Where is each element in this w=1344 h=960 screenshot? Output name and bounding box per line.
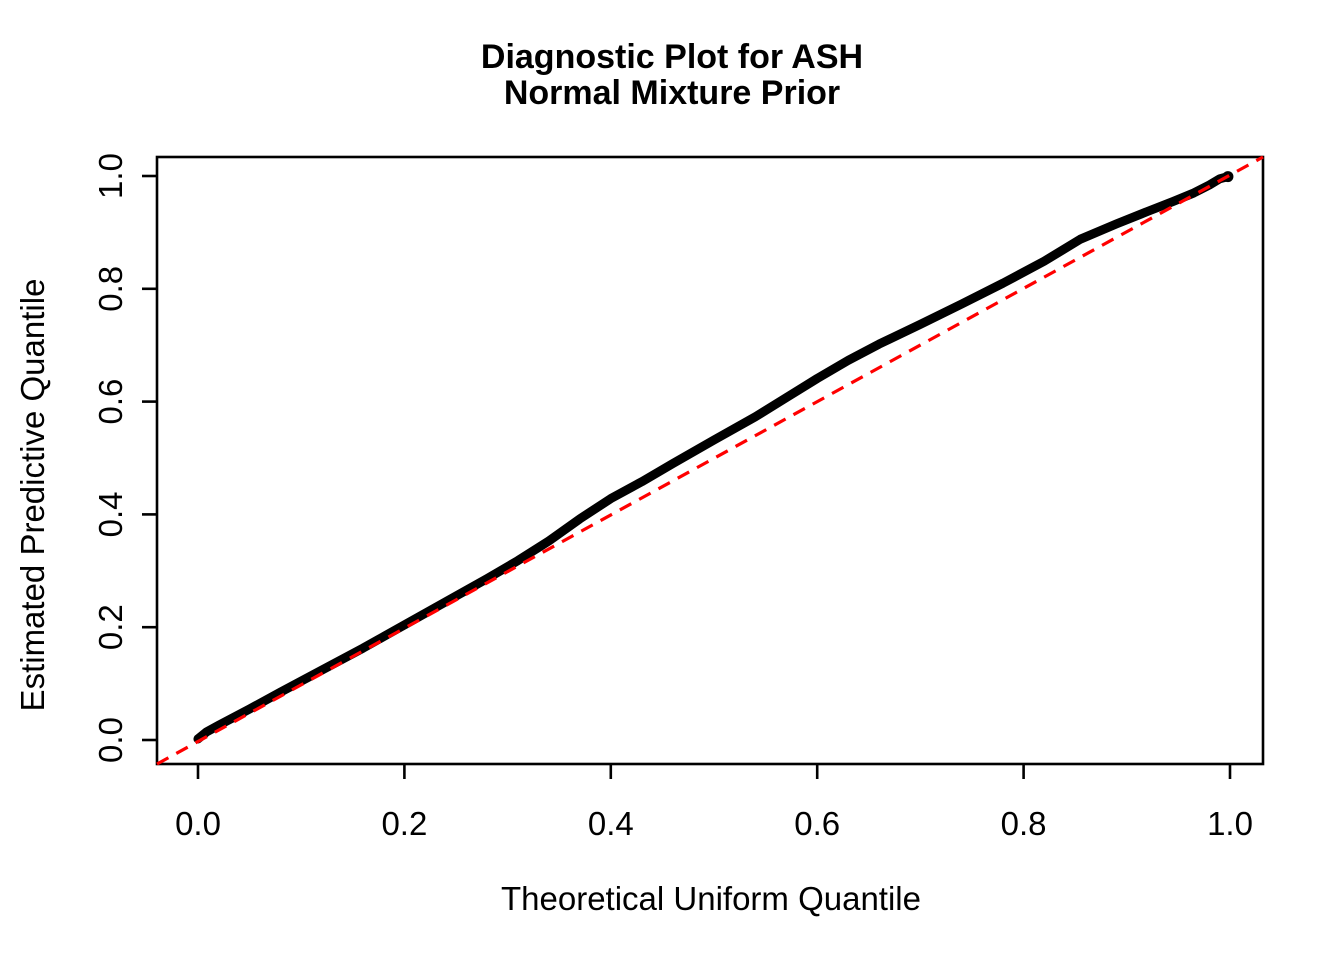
y-axis-ticks: 0.0 0.2 0.4 0.6 0.8 1.0 bbox=[92, 153, 157, 763]
y-tick-label: 0.8 bbox=[92, 266, 129, 312]
reference-line bbox=[156, 155, 1264, 766]
x-tick-label: 0.6 bbox=[794, 805, 840, 842]
x-tick-label: 0.2 bbox=[381, 805, 427, 842]
y-tick-label: 0.2 bbox=[92, 604, 129, 650]
x-tick-label: 0.8 bbox=[1001, 805, 1047, 842]
plot-box bbox=[155, 155, 1265, 766]
y-tick-label: 0.4 bbox=[92, 491, 129, 537]
y-tick-label: 1.0 bbox=[92, 153, 129, 199]
y-tick-label: 0.6 bbox=[92, 379, 129, 425]
x-axis-ticks: 0.0 0.2 0.4 0.6 0.8 1.0 bbox=[175, 764, 1253, 842]
y-tick-label: 0.0 bbox=[92, 717, 129, 763]
x-tick-label: 1.0 bbox=[1207, 805, 1253, 842]
chart-title-line2: Normal Mixture Prior bbox=[504, 74, 840, 112]
x-tick-label: 0.0 bbox=[175, 805, 221, 842]
qq-curve bbox=[193, 171, 1234, 744]
x-tick-label: 0.4 bbox=[588, 805, 634, 842]
chart-title-line1: Diagnostic Plot for ASH bbox=[481, 38, 863, 76]
x-axis-title: Theoretical Uniform Quantile bbox=[501, 880, 921, 917]
y-axis-title: Estimated Predictive Quantile bbox=[14, 279, 51, 712]
